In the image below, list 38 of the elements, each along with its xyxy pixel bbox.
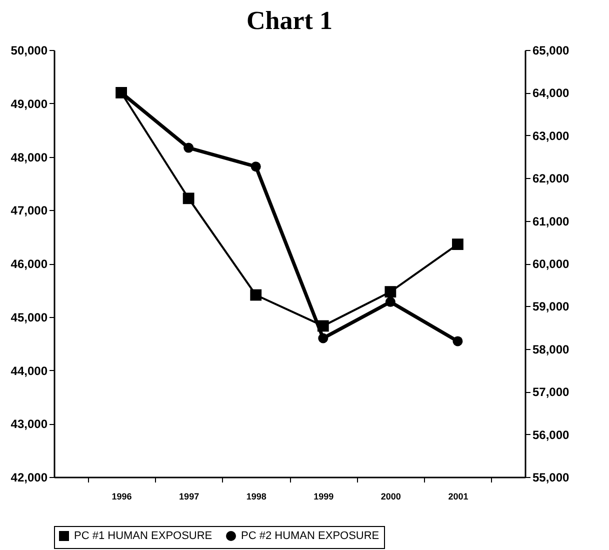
point <box>182 192 194 204</box>
point <box>452 336 463 346</box>
y2-tick-label: 58,000 <box>532 342 570 356</box>
x-tick-label: 1996 <box>112 492 132 502</box>
point <box>250 162 261 172</box>
point <box>250 289 262 301</box>
y2-tick-label: 57,000 <box>532 385 570 400</box>
y-tick-label: 46,000 <box>10 257 48 271</box>
y2-tick-label: 55,000 <box>532 470 570 484</box>
x-tick-label: 1998 <box>246 492 266 502</box>
y-tick-label: 44,000 <box>10 364 48 378</box>
y2-tick-label: 59,000 <box>532 300 570 314</box>
x-tick-label: 1997 <box>179 492 200 502</box>
y2-tick-label: 60,000 <box>532 257 570 271</box>
y2-tick-label: 56,000 <box>532 428 570 442</box>
point <box>318 333 328 344</box>
y-tick-label: 42,000 <box>10 470 48 484</box>
y2-tick-label: 64,000 <box>532 86 570 100</box>
legend-label: PC #2 HUMAN EXPOSURE <box>241 530 380 542</box>
x-tick-label: 2000 <box>380 492 401 502</box>
y2-tick-label: 62,000 <box>532 172 570 186</box>
y-tick-label: 49,000 <box>10 96 48 111</box>
y-tick-label: 48,000 <box>10 150 48 164</box>
point <box>452 238 464 250</box>
x-tick-label: 2001 <box>448 492 468 502</box>
legend-label: PC #1 HUMAN EXPOSURE <box>74 530 212 542</box>
x-tick-label: 1999 <box>314 492 334 502</box>
y2-tick-label: 65,000 <box>532 44 570 58</box>
y-tick-label: 47,000 <box>10 204 48 218</box>
y-tick-label: 45,000 <box>10 310 48 324</box>
y2-tick-label: 63,000 <box>532 128 570 143</box>
point <box>385 296 396 307</box>
chart-title: Chart 1 <box>246 6 332 35</box>
point <box>384 286 396 298</box>
y-tick-label: 50,000 <box>10 44 48 58</box>
y-tick-label: 43,000 <box>10 417 48 432</box>
y2-tick-label: 61,000 <box>532 214 570 228</box>
point <box>184 142 194 153</box>
